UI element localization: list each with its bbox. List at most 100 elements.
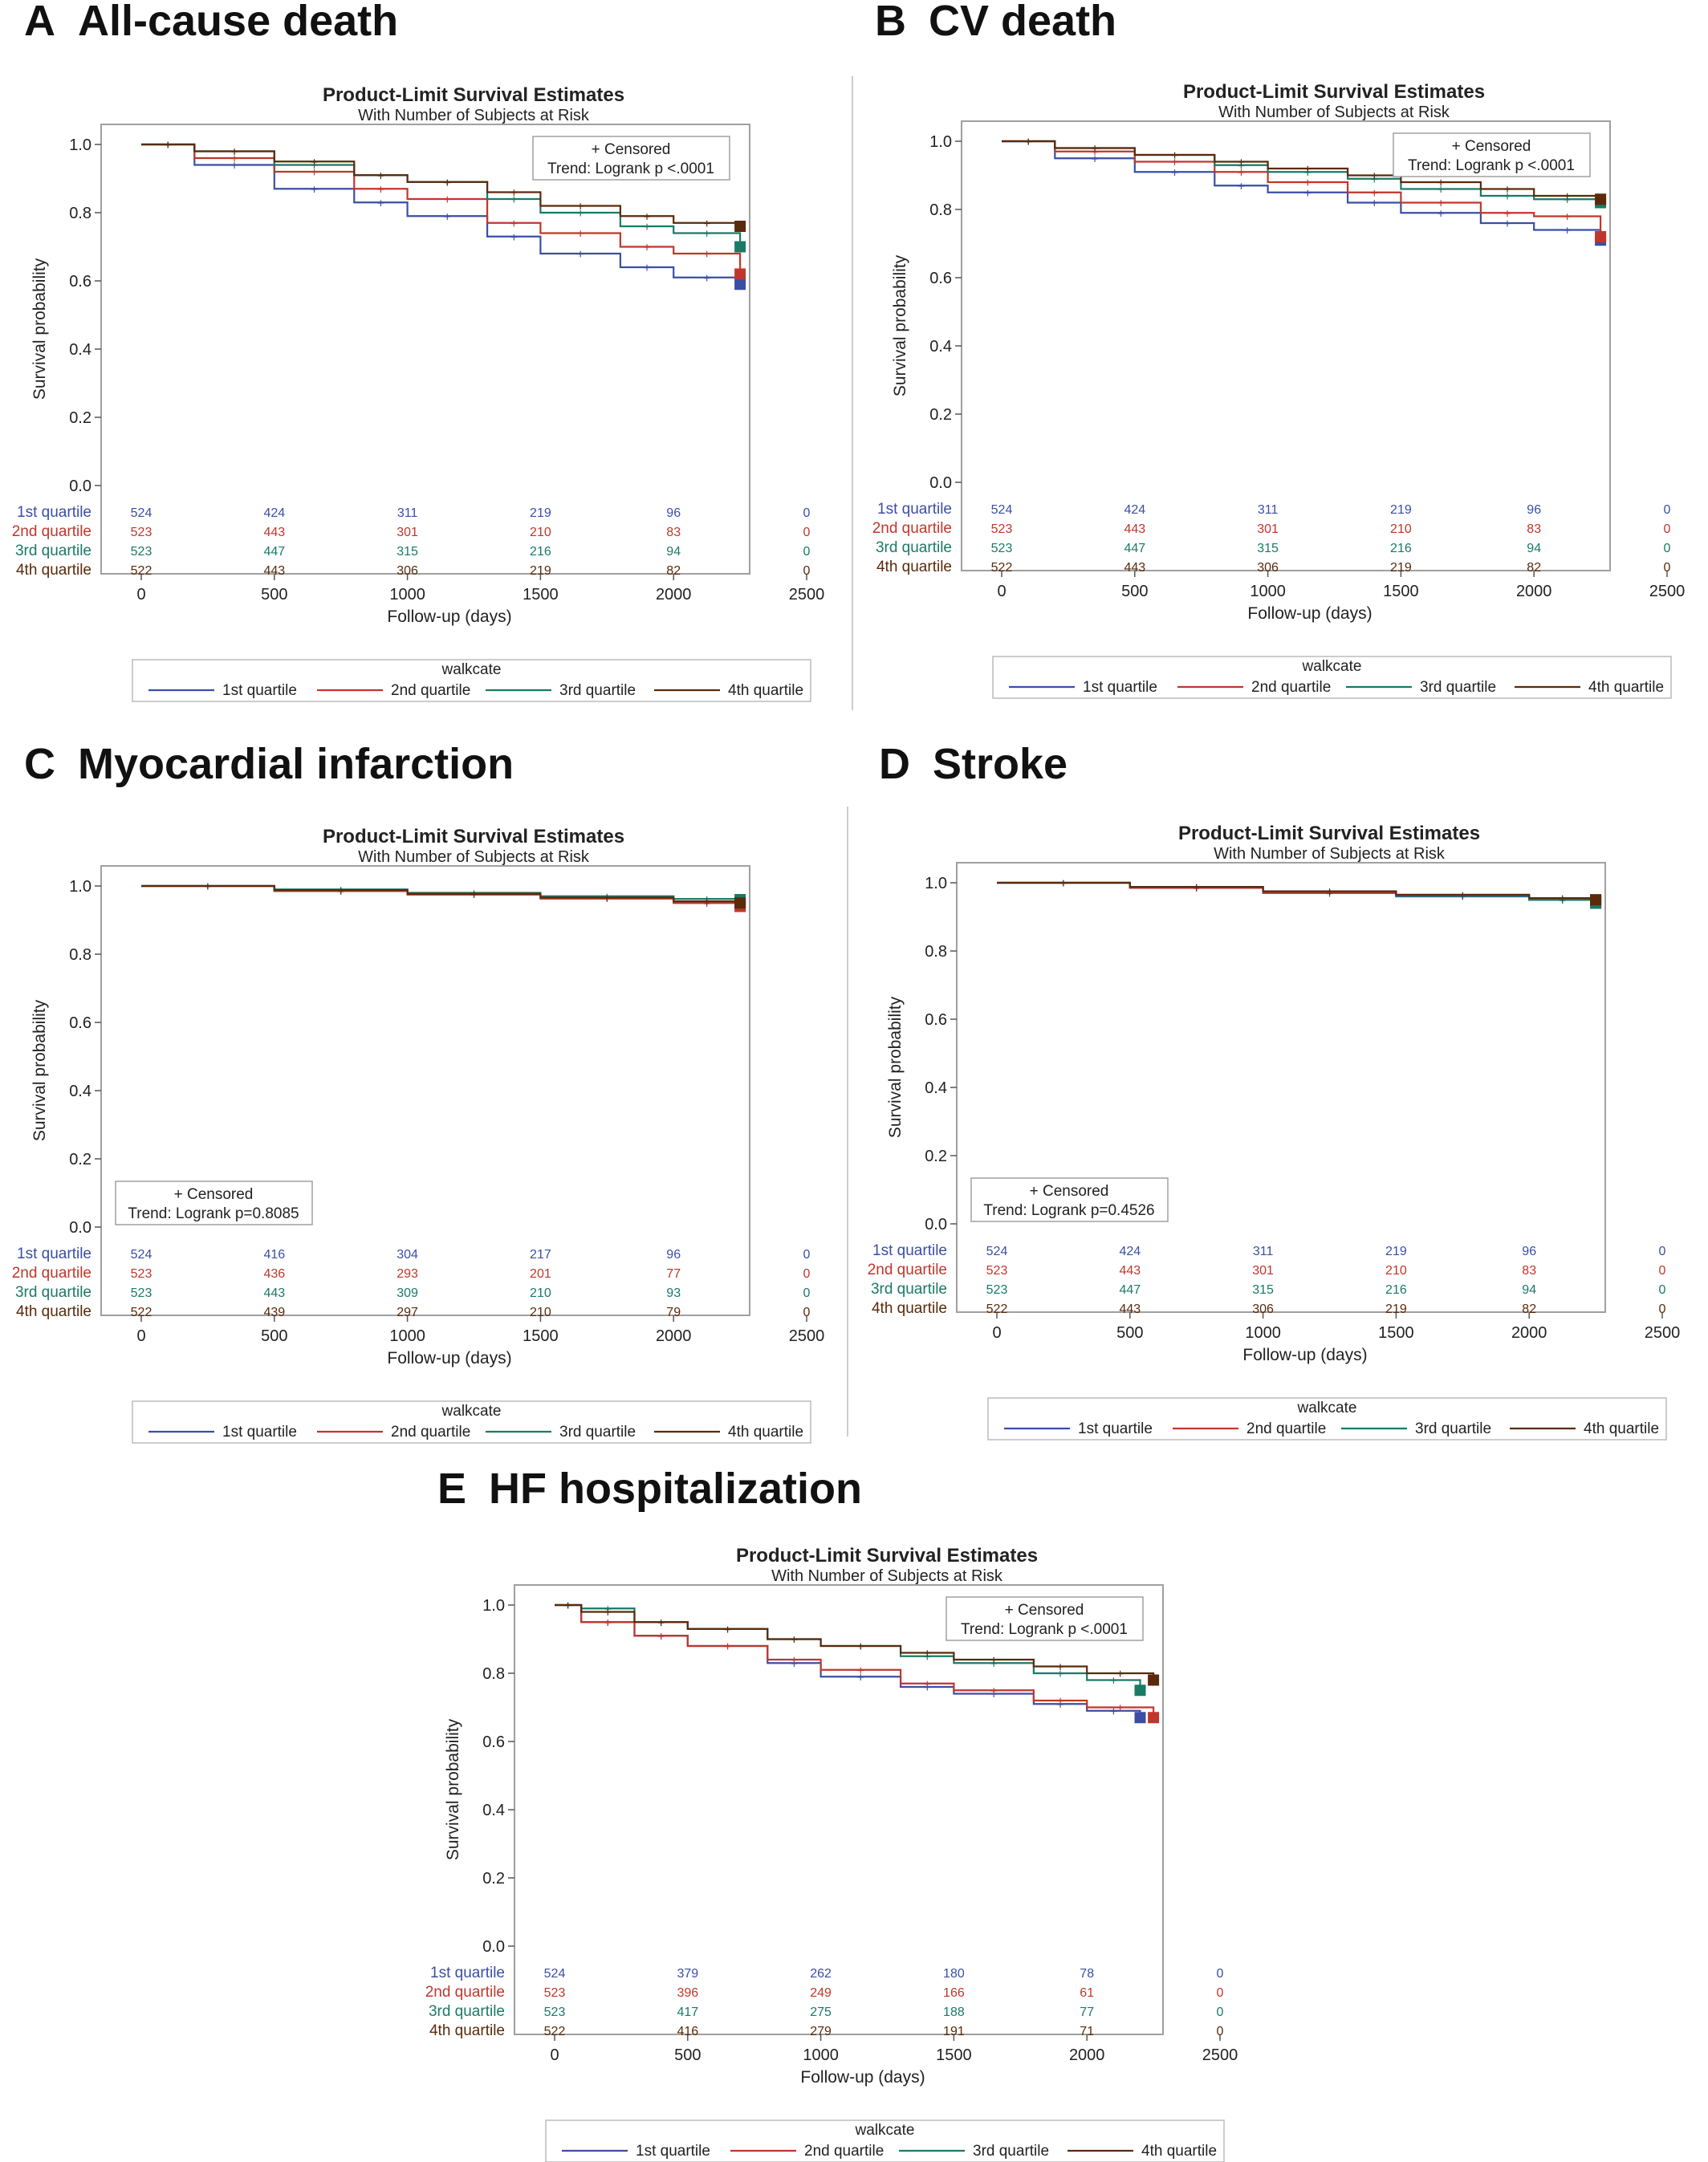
censor-mark: +	[1110, 1705, 1117, 1719]
y-tick-label: 0.0	[69, 478, 92, 495]
censor-mark: +	[311, 183, 318, 197]
legend-box	[545, 2119, 1225, 2162]
at-risk-row-label: 2nd quartile	[12, 523, 92, 540]
at-risk-count: 0	[803, 506, 811, 520]
at-risk-count: 315	[396, 545, 418, 559]
at-risk-count: 416	[677, 2025, 698, 2038]
at-risk-count: 523	[544, 2006, 566, 2019]
censor-mark: +	[924, 1681, 931, 1695]
censor-mark: +	[1024, 136, 1031, 149]
y-tick-label: 0.8	[925, 943, 947, 961]
test-box	[946, 1596, 1144, 1641]
x-axis-label: Follow-up (days)	[800, 2068, 925, 2087]
x-tick-label: 500	[1116, 1324, 1143, 1342]
chart-subtitle: With Number of Subjects at Risk	[358, 107, 590, 124]
at-risk-count: 301	[396, 526, 418, 539]
censor-mark: +	[1326, 887, 1333, 900]
logrank-test: Trend: Logrank p=0.4526	[983, 1202, 1154, 1219]
at-risk-count: 219	[530, 506, 551, 520]
censor-mark: +	[604, 1616, 612, 1630]
legend-entry: 4th quartile	[1584, 1420, 1659, 1437]
curve-end-marker	[734, 241, 746, 253]
censor-mark: +	[724, 1624, 731, 1637]
censor-mark: +	[311, 160, 318, 173]
censor-mark: +	[643, 221, 650, 234]
censor-mark: +	[1371, 187, 1378, 201]
km-curve	[141, 143, 742, 226]
curve-end-marker	[1148, 1712, 1160, 1724]
x-tick-label: 2500	[1645, 1324, 1681, 1342]
at-risk-count: 219	[1385, 1302, 1407, 1316]
censor-mark: +	[230, 146, 238, 160]
censor-mark: +	[1459, 889, 1466, 903]
y-tick-label: 0.6	[925, 1011, 947, 1029]
censor-mark: +	[1091, 143, 1098, 156]
plot-frame	[514, 1584, 1164, 2035]
censored-label: + Censored	[1030, 1183, 1109, 1200]
at-risk-count: 77	[666, 1267, 681, 1281]
censor-mark: +	[564, 1599, 571, 1613]
at-risk-count: 443	[263, 526, 285, 539]
at-risk-count: 523	[986, 1283, 1008, 1297]
at-risk-count: 524	[544, 1967, 566, 1981]
logrank-test: Trend: Logrank p=0.8085	[128, 1205, 299, 1222]
censor-mark: +	[703, 217, 710, 231]
at-risk-count: 304	[396, 1248, 418, 1262]
at-risk-count: 78	[1080, 1967, 1094, 1981]
at-risk-count: 0	[1217, 2006, 1224, 2019]
at-risk-row-label: 4th quartile	[16, 1303, 92, 1320]
at-risk-count: 216	[1385, 1283, 1407, 1297]
at-risk-count: 94	[1527, 542, 1541, 555]
at-risk-count: 0	[803, 1267, 811, 1281]
censor-mark: +	[703, 228, 710, 242]
legend-entry: 2nd quartile	[804, 2143, 884, 2160]
censor-mark: +	[604, 893, 611, 907]
legend-box	[132, 659, 811, 702]
at-risk-count: 166	[943, 1986, 965, 2000]
legend-entry: 2nd quartile	[391, 682, 470, 699]
x-tick-label: 0	[136, 586, 145, 603]
plot-frame	[956, 862, 1606, 1313]
km-curve	[1002, 140, 1602, 200]
at-risk-count: 201	[530, 1267, 551, 1281]
x-axis-label: Follow-up (days)	[1242, 1346, 1367, 1364]
censor-mark: +	[990, 1684, 997, 1698]
censor-mark: +	[703, 248, 710, 262]
censor-mark: +	[1559, 894, 1566, 908]
at-risk-count: 0	[803, 1248, 811, 1262]
panel-letter: D	[879, 740, 910, 788]
censor-mark: +	[791, 1657, 798, 1671]
censor-mark: +	[990, 1689, 997, 1702]
at-risk-count: 210	[530, 1286, 551, 1300]
censor-mark: +	[1559, 894, 1566, 908]
at-risk-count: 0	[803, 1306, 811, 1319]
legend-entry: 3rd quartile	[1415, 1420, 1491, 1437]
censor-mark: +	[604, 1607, 612, 1620]
at-risk-count: 83	[666, 526, 681, 539]
at-risk-count: 96	[1522, 1245, 1536, 1258]
at-risk-count: 96	[666, 1248, 681, 1262]
censor-mark: +	[657, 1616, 665, 1630]
censored-label: + Censored	[592, 141, 671, 158]
censor-mark: +	[1371, 170, 1378, 184]
at-risk-count: 524	[991, 503, 1013, 517]
chart-title: Product-Limit Survival Estimates	[1178, 823, 1480, 844]
censored-label: + Censored	[174, 1186, 254, 1203]
at-risk-count: 447	[1124, 542, 1145, 555]
panel-letter: E	[437, 1465, 466, 1513]
censor-mark: +	[337, 885, 344, 899]
censor-mark: +	[1059, 877, 1067, 891]
censor-mark: +	[643, 242, 650, 255]
at-risk-count: 210	[530, 1306, 551, 1319]
panel-heading: C Myocardial infarction	[24, 740, 514, 788]
censor-mark: +	[857, 1640, 864, 1654]
at-risk-row-label: 2nd quartile	[868, 1262, 947, 1278]
censor-mark: +	[564, 1599, 571, 1613]
at-risk-count: 210	[1385, 1264, 1407, 1278]
censor-mark: +	[1304, 166, 1312, 180]
curve-end-marker	[1590, 894, 1602, 906]
at-risk-count: 315	[1252, 1283, 1274, 1297]
at-risk-count: 0	[1664, 503, 1671, 517]
at-risk-count: 524	[131, 1248, 152, 1262]
